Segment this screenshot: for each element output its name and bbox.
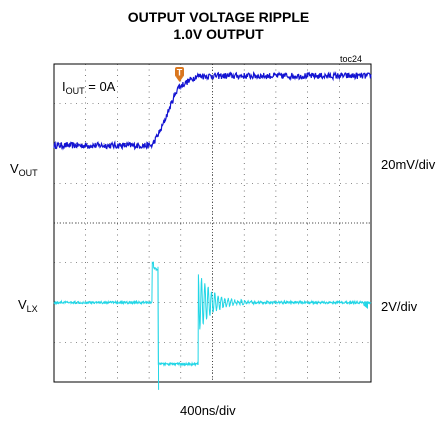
plot-grid (54, 64, 371, 382)
vout-scale-label: 20mV/div (381, 157, 436, 172)
vlx-trace (53, 261, 372, 390)
iout-label: IOUT = 0A (62, 79, 116, 96)
trigger-marker-label: T (177, 68, 183, 78)
x-scale-label: 400ns/div (180, 403, 236, 418)
vlx-scale-label: 2V/div (381, 299, 418, 314)
vlx-ground-reference-icon (363, 301, 368, 309)
figure-id: toc24 (340, 54, 363, 64)
trigger-marker: T (175, 67, 184, 82)
vout-channel-label: VOUT (10, 161, 38, 178)
chart-title-line-1: OUTPUT VOLTAGE RIPPLE (127, 9, 310, 25)
vout-trace (53, 71, 372, 151)
vlx-channel-label: VLX (18, 297, 38, 314)
chart-title-line-2: 1.0V OUTPUT (173, 26, 264, 42)
